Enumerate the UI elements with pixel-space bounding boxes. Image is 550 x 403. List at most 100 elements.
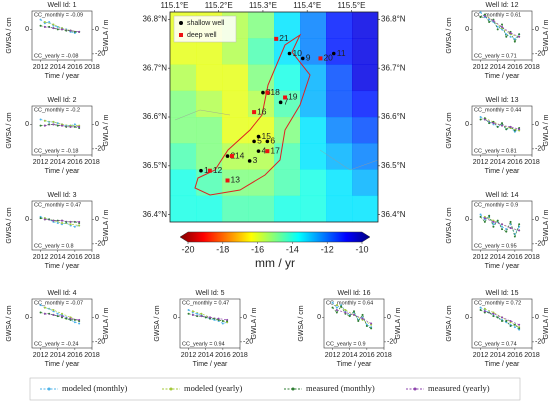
x-axis-label: Time / year	[485, 263, 520, 270]
series-point	[52, 120, 55, 123]
plot-frame	[471, 298, 533, 349]
series-point	[226, 318, 229, 321]
series-point	[61, 219, 63, 222]
shallow-well	[225, 154, 230, 158]
series-line	[188, 309, 228, 324]
well-label: 14	[235, 150, 245, 160]
series-point	[65, 317, 68, 320]
deep-well	[225, 178, 230, 183]
well-label: 6	[270, 136, 275, 146]
plot-frame	[323, 298, 385, 349]
y2-tick-label: -20	[95, 241, 105, 248]
x-tick-label: 2016	[215, 352, 231, 359]
series-point	[56, 219, 59, 222]
y2-tick-label: -20	[387, 339, 397, 346]
y-axis-label: GWSA / cm	[446, 112, 453, 148]
x-tick-label: 2016	[359, 352, 375, 359]
heat-cell	[300, 12, 327, 39]
cc-monthly: CC_monthly = 0.72	[474, 300, 521, 306]
x-tick-label: 2018	[84, 64, 100, 71]
series-line	[44, 26, 80, 33]
colorbar-tick-label: -14	[286, 244, 299, 254]
legend-marker	[291, 387, 295, 391]
y-axis-label: GWSA / cm	[6, 207, 13, 243]
plot-frame	[471, 10, 533, 61]
x-tick-label: 2012	[181, 352, 197, 359]
well-label: 1	[204, 165, 209, 175]
series-point	[483, 14, 486, 17]
x-axis-label: Time / year	[45, 73, 80, 80]
series-line	[192, 314, 228, 321]
heat-cell	[222, 90, 249, 118]
well-label: 19	[288, 92, 298, 102]
series-point	[200, 315, 203, 318]
series-line	[480, 117, 520, 131]
series-line	[44, 124, 80, 128]
heat-cell	[300, 195, 327, 222]
x-tick-label: 2012	[33, 64, 49, 71]
series-point	[501, 223, 503, 226]
heat-cell	[248, 64, 275, 92]
x-tick-label: 2016	[67, 64, 83, 71]
deep-well	[265, 90, 270, 95]
series-point	[479, 309, 482, 312]
series-line	[480, 214, 520, 235]
well-label: 5	[257, 136, 262, 146]
x-tick-label: 2014	[198, 352, 214, 359]
x-tick-label: 2018	[84, 159, 100, 166]
colorbar-tick-label: -20	[181, 244, 194, 254]
y-axis-label: GWSA / cm	[298, 305, 305, 341]
heat-cell	[326, 12, 353, 39]
series-point	[479, 306, 482, 309]
map-y-tick-label-right: 36.6°N	[381, 112, 406, 121]
heat-cell	[170, 143, 197, 170]
series-point	[496, 28, 499, 31]
series-point	[479, 16, 482, 19]
map-x-tick-label: 115.2°E	[205, 1, 233, 10]
series-point	[221, 322, 224, 325]
heat-cell	[300, 64, 327, 92]
series-line	[40, 312, 80, 322]
series-point	[43, 312, 46, 315]
cc-monthly: CC_monthly = 0.64	[326, 300, 373, 306]
series-point	[370, 327, 373, 330]
series-point	[335, 311, 338, 314]
series-point	[52, 123, 55, 126]
series-point	[73, 125, 76, 128]
series-point	[56, 222, 59, 225]
series-point	[56, 312, 59, 315]
well-label: 17	[270, 145, 280, 155]
series-point	[200, 312, 203, 315]
heat-cell	[352, 195, 378, 222]
series-line	[40, 19, 80, 34]
x-tick-label: 2012	[33, 352, 49, 359]
deep-well	[318, 56, 323, 61]
series-point	[518, 327, 521, 330]
legend-label: measured (monthly)	[306, 383, 375, 393]
x-tick-label: 2018	[84, 352, 100, 359]
x-tick-label: 2014	[50, 352, 66, 359]
legend-deep-symbol	[179, 33, 183, 37]
well-label: 11	[337, 48, 346, 58]
heat-cell	[300, 143, 327, 170]
y-tick-label: 0	[25, 26, 29, 33]
x-tick-label: 2016	[67, 159, 83, 166]
heat-cell	[248, 143, 275, 170]
y2-tick-label: 0	[95, 314, 99, 321]
series-point	[335, 309, 338, 312]
series-point	[365, 324, 368, 327]
x-tick-label: 2018	[232, 352, 248, 359]
x-tick-label: 2014	[50, 159, 66, 166]
series-point	[209, 316, 211, 319]
x-tick-label: 2018	[84, 254, 100, 261]
series-point	[509, 324, 512, 327]
legend-label: modeled (monthly)	[62, 383, 128, 393]
series-point	[492, 223, 495, 226]
series-point	[69, 125, 72, 128]
series-point	[492, 315, 495, 318]
x-tick-label: 2012	[473, 254, 489, 261]
x-tick-label: 2016	[507, 64, 523, 71]
series-point	[73, 123, 76, 126]
x-axis-label: Time / year	[45, 168, 80, 175]
basin-outline	[194, 33, 311, 196]
